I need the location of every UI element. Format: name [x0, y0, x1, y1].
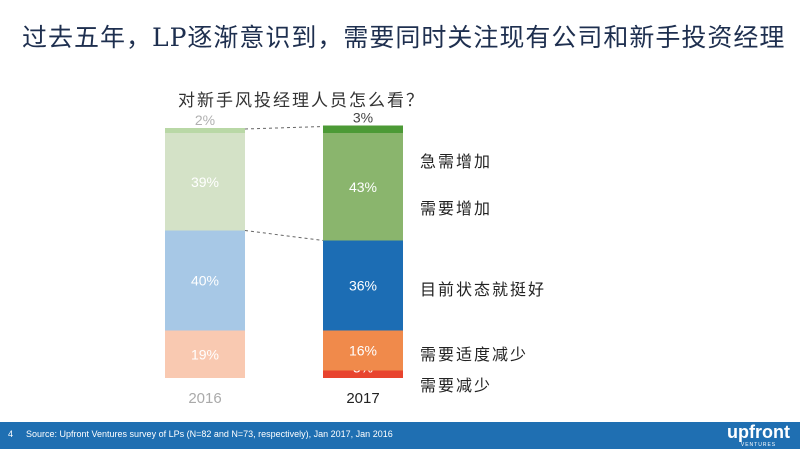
data-label: 36% [349, 278, 377, 294]
data-label: 43% [349, 179, 377, 195]
legend-decrease: 需要减少 [420, 376, 493, 395]
slide-title: 过去五年，LP逐渐意识到，需要同时关注现有公司和新手投资经理 [22, 23, 786, 52]
page-number: 4 [8, 429, 14, 439]
legend-increase: 需要增加 [420, 199, 493, 218]
legend-urgent-increase: 急需增加 [420, 152, 493, 171]
data-label: 40% [191, 273, 219, 289]
data-label: 2% [195, 112, 215, 128]
legend-moderate-decrease: 需要适度减少 [420, 345, 529, 364]
brand-name: upfront [727, 422, 790, 442]
stacked-bar-chart: 19%40%39%2%20163%16%36%43%3%2017 [165, 110, 403, 407]
footer-bar: 4 Source: Upfront Ventures survey of LPs… [0, 422, 800, 449]
legend-fine-as-is: 目前状态就挺好 [420, 280, 547, 299]
data-label: 19% [191, 346, 219, 362]
data-label: 16% [349, 343, 377, 359]
bar-segment-2017 [323, 370, 403, 378]
bar-segment-2016 [165, 128, 245, 133]
bar-segment-2016 [165, 330, 245, 378]
bar-segment-2016 [165, 230, 245, 331]
bar-segment-2017 [323, 330, 403, 371]
bar-segment-2017 [323, 125, 403, 133]
source-note: Source: Upfront Ventures survey of LPs (… [26, 429, 393, 439]
bar-segment-2017 [323, 240, 403, 331]
data-label: 39% [191, 174, 219, 190]
chart-title: 对新手风投经理人员怎么看？ [178, 91, 425, 111]
category-label-2016: 2016 [188, 390, 221, 407]
bar-segment-2017 [323, 133, 403, 241]
connector-line [244, 230, 324, 241]
brand-subtitle: VENTURES [740, 442, 777, 448]
category-label-2017: 2017 [346, 390, 379, 407]
bar-segment-2016 [165, 133, 245, 231]
brand-logo: upfront VENTURES [727, 422, 790, 449]
connector-line [244, 126, 324, 130]
data-label: 3% [353, 110, 373, 126]
